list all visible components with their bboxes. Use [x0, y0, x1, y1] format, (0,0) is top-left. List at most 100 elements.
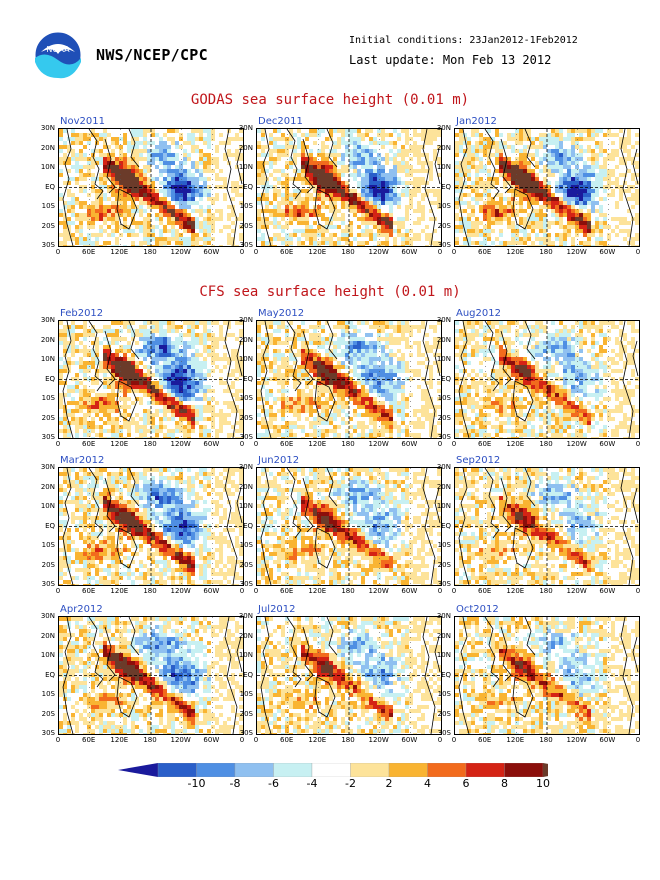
lat-label: 10S [41, 690, 55, 698]
coastline [224, 617, 238, 734]
coastline [512, 188, 534, 230]
lat-label: 20S [41, 221, 55, 230]
coastline [302, 626, 314, 682]
coastline [500, 138, 512, 194]
colorbar-tick-label: -6 [268, 777, 279, 790]
coastline [236, 487, 243, 524]
lon-label: 120W [170, 736, 191, 744]
coastline [512, 676, 534, 718]
lon-label: 120W [170, 440, 191, 448]
lon-label: 0 [239, 248, 245, 256]
lon-label: 60E [279, 248, 294, 256]
lat-label: 30N [40, 316, 55, 324]
panel-label: Aug2012 [456, 308, 501, 319]
lat-label: EQ [45, 670, 55, 679]
coastline [620, 321, 634, 438]
lat-label: 20N [238, 482, 253, 491]
colorbar-tick-label: 6 [462, 777, 470, 790]
panel-label: May2012 [258, 308, 305, 319]
lon-label: 0 [635, 587, 641, 595]
lat-label: 20N [40, 631, 55, 640]
godas-section-title: GODAS sea surface height (0.01 m) [190, 92, 470, 108]
lon-label: 0 [437, 440, 443, 448]
colorbar-box [350, 762, 390, 778]
lat-label: 30S [437, 433, 451, 441]
colorbar-tick-label: 4 [424, 777, 431, 790]
lat-label: 30S [41, 241, 55, 249]
lon-label: 60E [279, 440, 294, 448]
lat-label: 10N [238, 163, 253, 171]
lat-label: 20N [436, 143, 451, 152]
lon-label: 60W [203, 736, 220, 744]
lat-label: EQ [441, 374, 451, 383]
lat-label: 20S [239, 221, 253, 230]
lat-label: EQ [45, 521, 55, 530]
lon-label: 0 [239, 440, 245, 448]
lat-label: 30N [40, 463, 55, 471]
lon-label: 60W [401, 248, 418, 256]
lon-label: 120W [368, 440, 389, 448]
colorbar-ramp [118, 762, 583, 778]
noaa-logo: NOAA [34, 31, 82, 79]
coastline [500, 626, 512, 682]
lat-label: 30S [239, 729, 253, 737]
lon-label: 120E [308, 587, 327, 595]
lon-label: 120E [308, 736, 327, 744]
coastline [236, 636, 243, 673]
coastline [632, 636, 639, 673]
coastline [260, 468, 272, 585]
lon-label: 180 [341, 440, 355, 448]
lat-label: 30N [436, 612, 451, 620]
coastline [88, 129, 104, 200]
coastline [422, 129, 436, 246]
coastline [62, 129, 74, 246]
lon-label: 60W [599, 440, 616, 448]
lat-label: 20S [41, 560, 55, 569]
panel-label: Jun2012 [258, 455, 300, 466]
coastline [116, 380, 138, 422]
coastline [524, 321, 536, 360]
lat-label: 20N [436, 335, 451, 344]
lon-label: 120E [506, 248, 525, 256]
lon-label: 0 [253, 248, 259, 256]
lon-label: 0 [451, 587, 457, 595]
lon-label: 180 [143, 440, 157, 448]
lat-label: 30S [437, 580, 451, 588]
panel-label: Nov2011 [60, 116, 105, 127]
panel-label: Apr2012 [60, 604, 103, 615]
lat-label: 10N [40, 163, 55, 171]
coastline [88, 617, 104, 688]
coastline [116, 676, 138, 718]
lon-label: 0 [451, 440, 457, 448]
lon-label: 60W [203, 440, 220, 448]
lon-label: 180 [341, 736, 355, 744]
coastline [500, 330, 512, 386]
lat-label: 20N [238, 631, 253, 640]
coastline [422, 617, 436, 734]
coastline [128, 617, 140, 656]
lat-label: 20S [437, 221, 451, 230]
colorbar-box [157, 762, 197, 778]
lat-label: 30S [239, 433, 253, 441]
lat-label: 20N [40, 335, 55, 344]
lat-label: 10N [436, 163, 451, 171]
cfs-section-title: CFS sea surface height (0.01 m) [199, 284, 461, 300]
lat-label: 30S [41, 580, 55, 588]
ssh-map [454, 320, 640, 439]
lon-label: 120E [110, 440, 129, 448]
lon-label: 120E [506, 440, 525, 448]
coastline [314, 676, 336, 718]
lon-label: 60W [599, 248, 616, 256]
coastline [458, 468, 470, 585]
lon-label: 0 [635, 736, 641, 744]
lat-label: 10N [40, 502, 55, 510]
lon-label: 120E [110, 736, 129, 744]
lat-label: 10N [238, 502, 253, 510]
lat-label: 10N [40, 355, 55, 363]
lat-label: 30S [41, 729, 55, 737]
lat-label: 30S [239, 241, 253, 249]
lon-label: 180 [539, 587, 553, 595]
lat-label: 20S [239, 560, 253, 569]
lon-label: 120E [308, 248, 327, 256]
lat-label: 10S [41, 202, 55, 210]
